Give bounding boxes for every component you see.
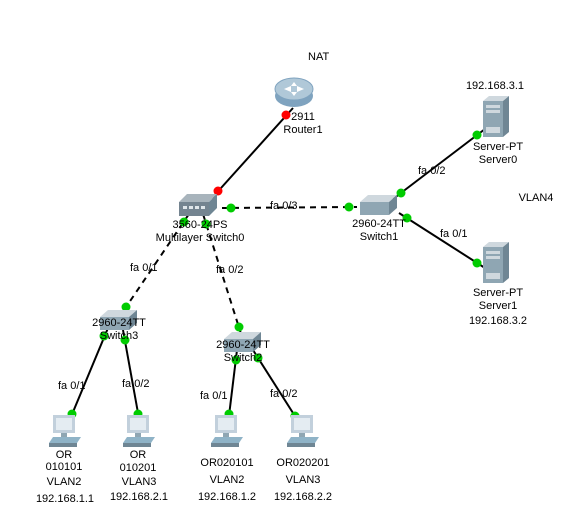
- port-fa02-sw2-pc4: fa 0/2: [270, 388, 298, 400]
- port-fa01-mls-sw3: fa 0/1: [130, 262, 158, 274]
- srv1-name: Server1: [469, 300, 527, 312]
- pc4-l1: OR020201: [272, 457, 334, 469]
- pc2-ip: 192.168.2.1: [104, 491, 174, 503]
- vlan4-label: VLAN4: [514, 192, 558, 204]
- srv1-ip: 192.168.3.2: [459, 315, 537, 327]
- pc4-l2: VLAN3: [281, 474, 325, 486]
- sw3-model: 2960-24TT: [88, 317, 150, 329]
- pc4-ip: 192.168.2.2: [268, 491, 338, 503]
- port-fa03-mls-sw1: fa 0/3: [270, 200, 298, 212]
- router-model: 2911: [283, 111, 323, 123]
- pc2-l3: VLAN3: [117, 476, 161, 488]
- srv1-model: Server-PT: [469, 287, 527, 299]
- mls-model: 3560-24PS: [165, 219, 235, 231]
- port-fa02-sw1-srv0: fa 0/2: [418, 165, 446, 177]
- pc2-l2: 010201: [114, 462, 162, 474]
- pc3-l2: VLAN2: [205, 474, 249, 486]
- sw3-name: Switch3: [97, 330, 141, 342]
- srv0-ip: 192.168.3.1: [455, 80, 535, 92]
- pc2-l1: OR: [124, 449, 152, 461]
- mls-name: Multilayer Switch0: [150, 232, 250, 244]
- pc1-l3: VLAN2: [42, 476, 86, 488]
- pc3-ip: 192.168.1.2: [192, 491, 262, 503]
- sw2-model: 2960-24TT: [212, 339, 274, 351]
- port-fa02-mls-sw2: fa 0/2: [216, 264, 244, 276]
- port-fa01-sw1-srv1: fa 0/1: [440, 228, 468, 240]
- pc1-l2: 010101: [40, 461, 88, 473]
- pc1-ip: 192.168.1.1: [30, 493, 100, 505]
- sw2-name: Switch2: [221, 352, 265, 364]
- port-fa01-sw3-pc1: fa 0/1: [58, 380, 86, 392]
- pc3-l1: OR020101: [196, 457, 258, 469]
- srv0-model: Server-PT: [469, 141, 527, 153]
- port-fa01-sw2-pc3: fa 0/1: [200, 390, 228, 402]
- sw1-model: 2960-24TT: [348, 218, 410, 230]
- nat-label: NAT: [308, 51, 329, 63]
- sw1-name: Switch1: [357, 231, 401, 243]
- port-fa02-sw3-pc2: fa 0/2: [122, 378, 150, 390]
- srv0-name: Server0: [469, 154, 527, 166]
- router-name: Router1: [275, 124, 331, 136]
- pc1-l1: OR: [50, 449, 78, 461]
